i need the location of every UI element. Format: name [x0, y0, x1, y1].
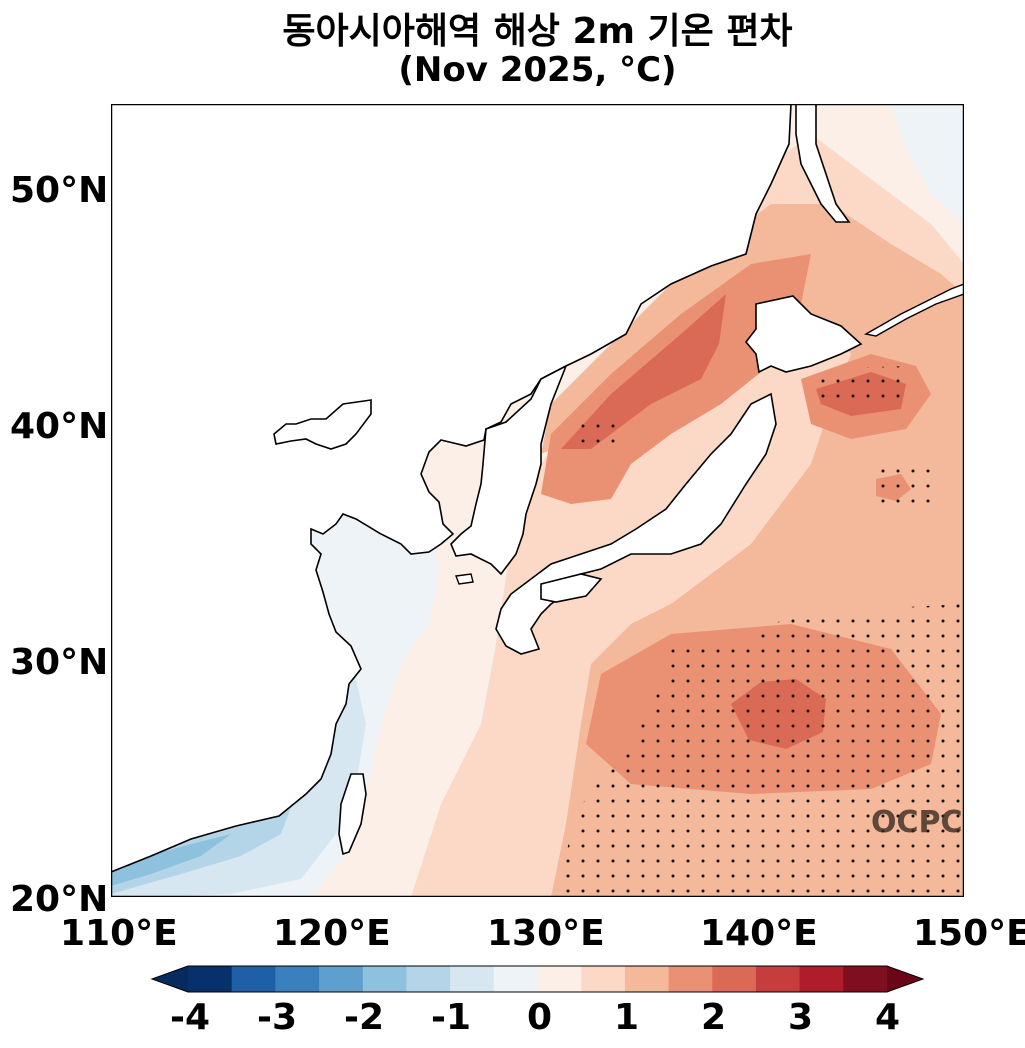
colorbar-label-1: 1	[614, 997, 640, 1038]
land-sakhalin	[795, 104, 851, 223]
cool-region-coast-3	[111, 834, 231, 886]
colorbar-segment	[843, 966, 888, 992]
colorbar-extend-over	[887, 966, 923, 992]
cool-region-coast-1	[111, 664, 366, 897]
x-tick-130e: 130°E	[487, 913, 605, 954]
stipple-hokkaido-east	[811, 366, 911, 409]
colorbar-segment	[188, 966, 233, 992]
stipple-east	[876, 459, 941, 504]
stipple-korea-sea	[571, 422, 621, 454]
colorbar-segment	[755, 966, 801, 992]
colorbar-label-neg1: -1	[431, 997, 471, 1038]
colorbar-label-2: 2	[701, 997, 727, 1038]
colorbar-segment	[450, 966, 495, 992]
anomaly-map: OCPC	[111, 104, 964, 897]
y-tick-30n: 30°N	[10, 642, 109, 683]
colorbar-segment	[668, 966, 713, 992]
x-tick-110e: 110°E	[60, 913, 178, 954]
land-hokkaido	[744, 295, 863, 374]
land-taiwan	[338, 773, 367, 856]
colorbar-segment	[231, 966, 276, 992]
land-jeju	[455, 573, 474, 585]
land-japan-shikoku	[540, 573, 603, 603]
colorbar-label-3: 3	[788, 997, 814, 1038]
colorbar-segment	[537, 966, 582, 992]
colorbar-label-0: 0	[527, 997, 553, 1038]
colorbar-segment	[581, 966, 626, 992]
colorbar-segment	[493, 966, 538, 992]
map-subtitle: (Nov 2025, °C)	[398, 50, 677, 90]
colorbar-outline	[150, 965, 925, 993]
colorbar-label-neg2: -2	[344, 997, 384, 1038]
y-tick-20n: 20°N	[10, 879, 109, 920]
x-tick-120e: 120°E	[273, 913, 391, 954]
colorbar-extend-under	[152, 966, 188, 992]
x-tick-140e: 140°E	[700, 913, 818, 954]
colorbar-segment	[799, 966, 844, 992]
colorbar	[150, 965, 925, 993]
map-title: 동아시아해역 해상 2m 기온 편차	[282, 11, 793, 52]
x-tick-150e: 150°E	[913, 913, 1025, 954]
colorbar-label-neg3: -3	[257, 997, 297, 1038]
colorbar-segment	[624, 966, 670, 992]
colorbar-segment	[712, 966, 757, 992]
land-asia-mainland	[111, 104, 792, 873]
land-shandong-liaodong	[273, 399, 372, 450]
ocpc-watermark: OCPC	[871, 805, 963, 840]
colorbar-segment	[275, 966, 320, 992]
colorbar-segment	[362, 966, 407, 992]
cool-region-northeast	[891, 104, 964, 224]
map-frame	[111, 104, 964, 897]
land-korea	[450, 364, 568, 576]
colorbar-segment	[406, 966, 451, 992]
warm-region-korea-japan-sea-core	[561, 294, 726, 449]
stipple-south	[561, 604, 964, 897]
colorbar-label-4: 4	[875, 997, 901, 1038]
colorbar-label-neg4: -4	[170, 997, 210, 1038]
colorbar-segment	[319, 966, 364, 992]
land-kurils	[864, 283, 964, 337]
y-tick-40n: 40°N	[10, 406, 109, 447]
y-tick-50n: 50°N	[10, 170, 109, 211]
